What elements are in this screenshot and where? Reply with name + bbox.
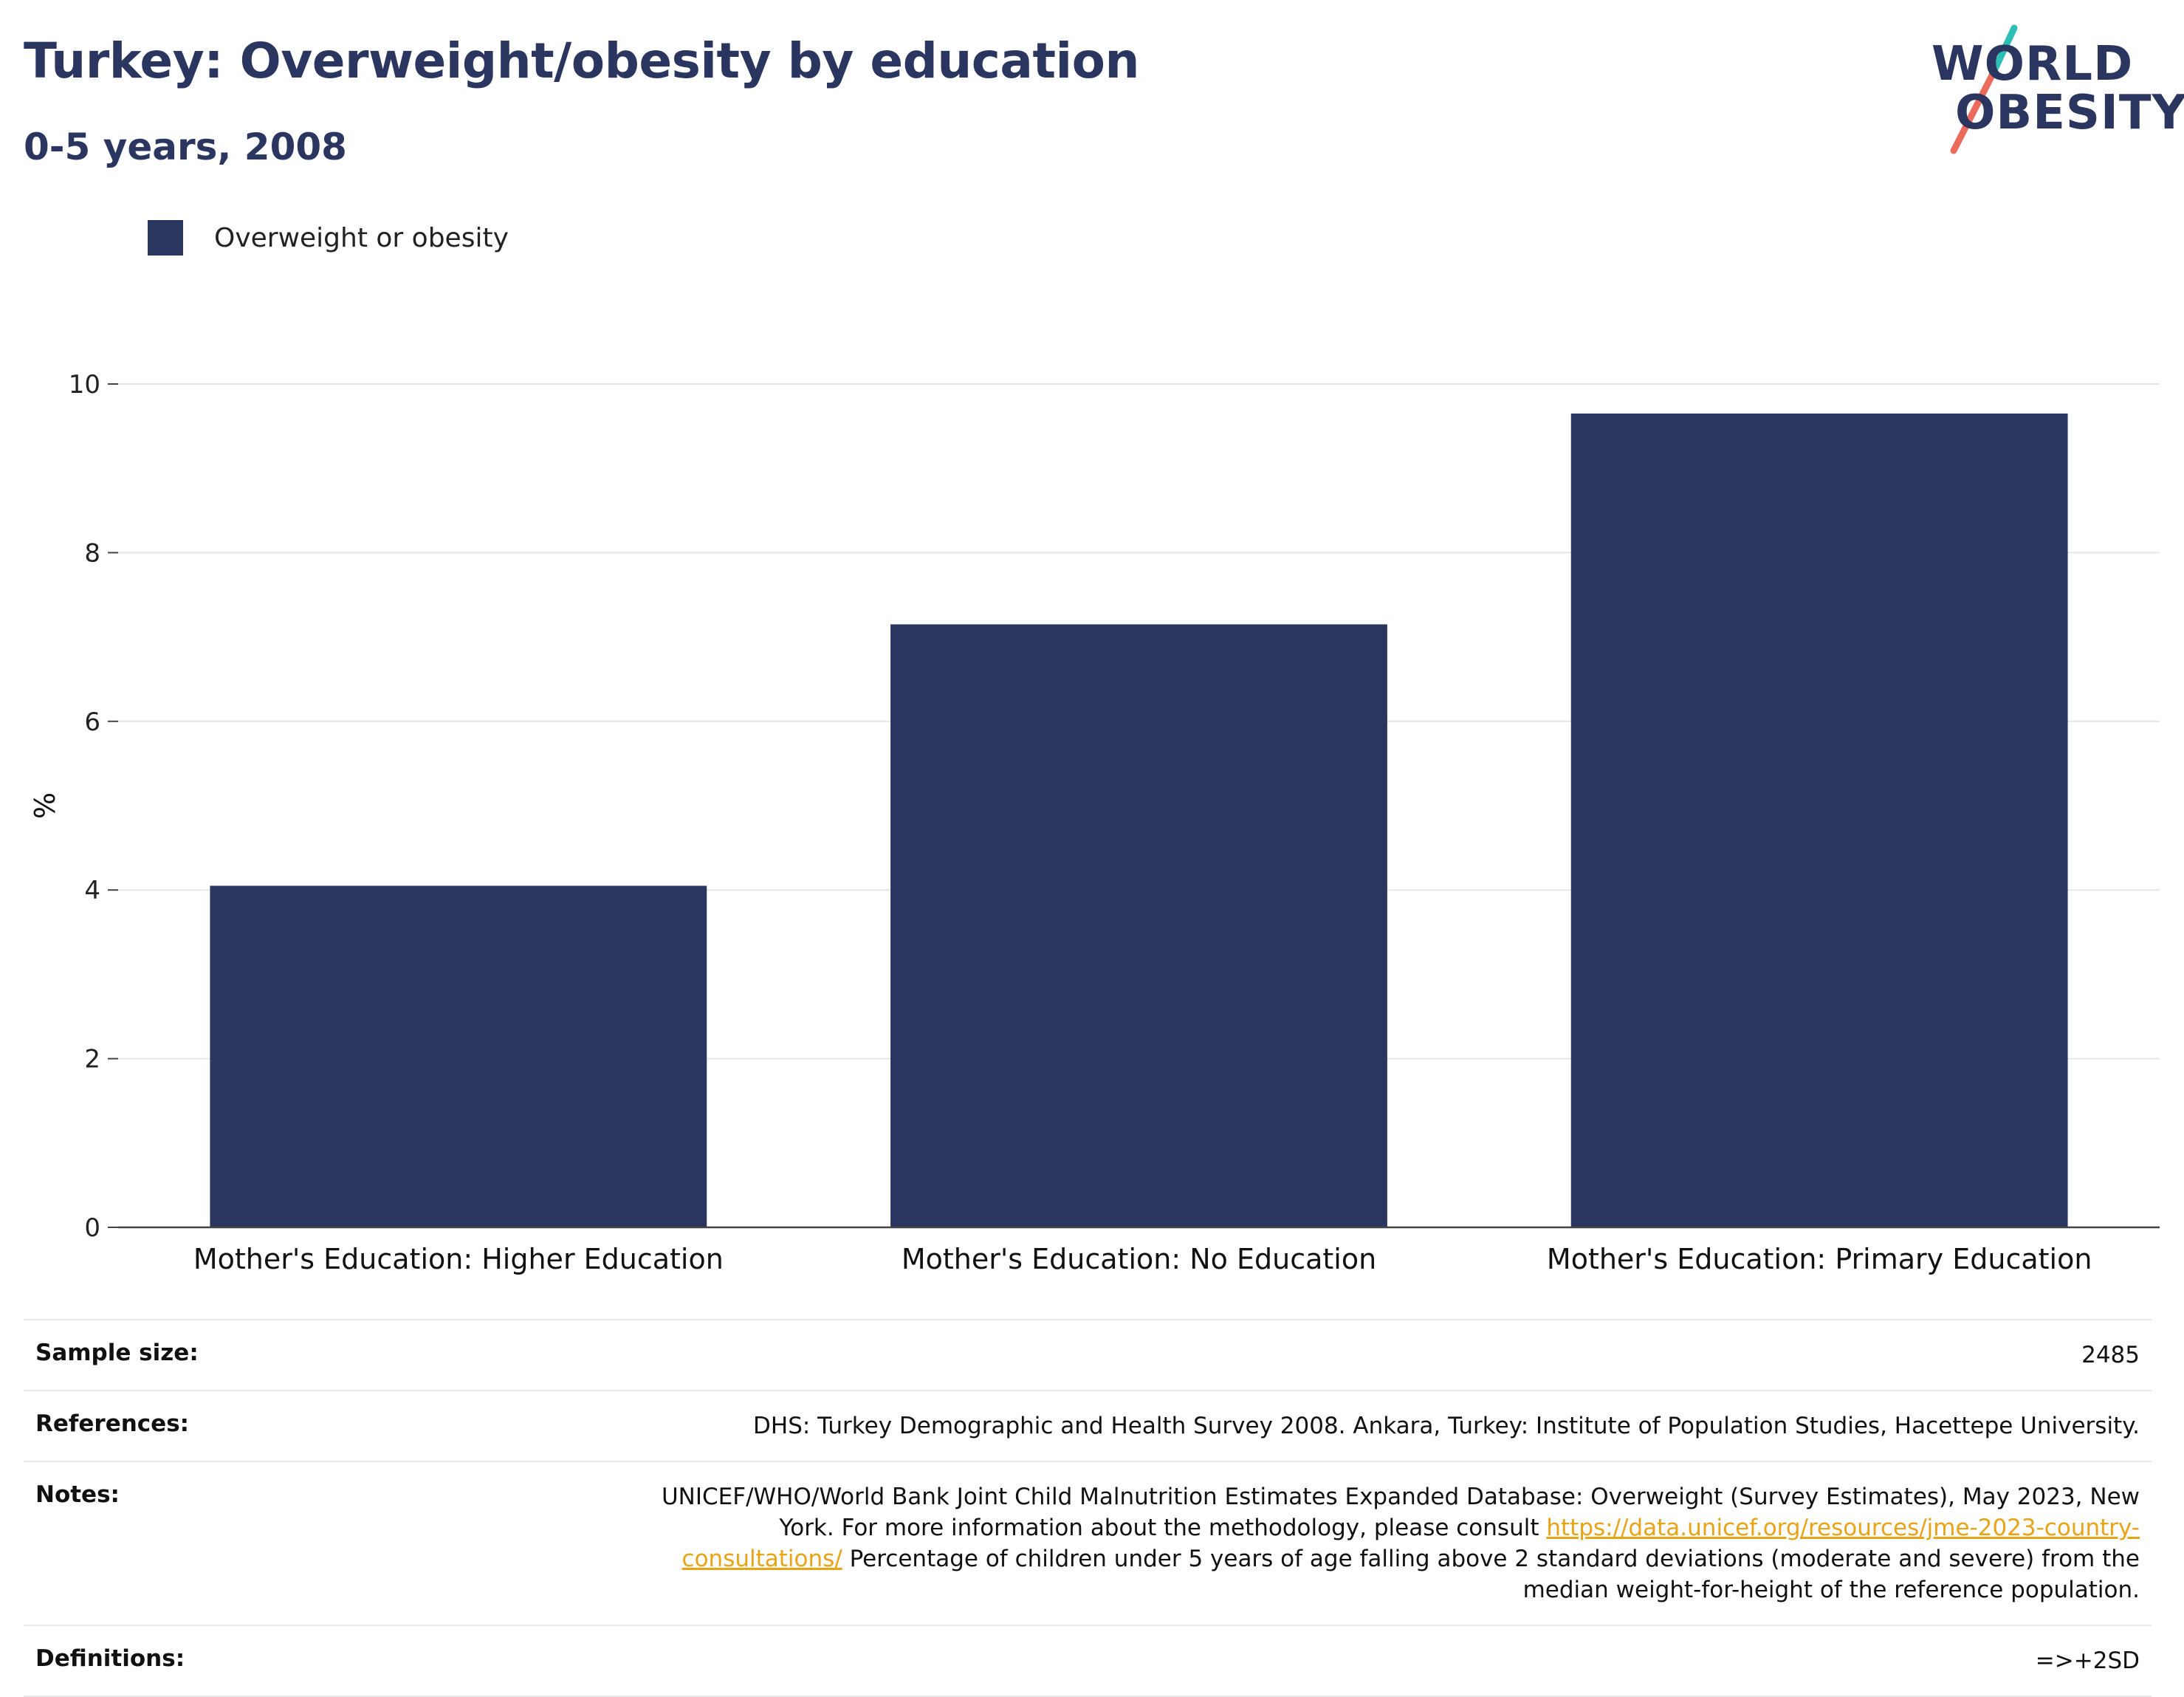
chart-subtitle: 0-5 years, 2008 [24,126,347,168]
legend-label: Overweight or obesity [214,222,509,253]
x-category-label: Mother's Education: Primary Education [1547,1243,2092,1275]
chart-legend: Overweight or obesity [148,220,509,256]
bar [1570,413,2068,1227]
info-row-definitions: Definitions: =>+2SD [24,1625,2152,1697]
notes-text-before: UNICEF/WHO/World Bank Joint Child Malnut… [661,1484,2140,1541]
definitions-label: Definitions: [35,1645,185,1672]
definitions-value: =>+2SD [2035,1648,2140,1674]
y-tick-label: 10 [69,370,100,400]
logo-text-obesity: OBESITY [1955,86,2184,140]
notes-value: UNICEF/WHO/World Bank Joint Child Malnut… [626,1481,2140,1605]
x-category-label: Mother's Education: No Education [902,1243,1376,1275]
bar [210,885,707,1227]
y-axis-title: % [29,792,61,819]
bar [890,624,1387,1227]
references-value: DHS: Turkey Demographic and Health Surve… [753,1413,2140,1439]
logo-text-world: WORLD [1931,37,2134,92]
y-tick-label: 0 [84,1213,100,1243]
legend-swatch [148,220,183,256]
logo-slash-icon [1950,24,2018,154]
bar-chart: 0 2 4 6 8 10 Mother's Education: Higher Educat… [29,370,2160,1275]
y-tick-label: 8 [84,538,100,568]
y-tick-label: 6 [84,707,100,737]
notes-text-after: Percentage of children under 5 years of … [842,1546,2140,1603]
references-label: References: [35,1410,190,1437]
info-row-references: References: DHS: Turkey Demographic and … [24,1390,2152,1461]
sample-size-label: Sample size: [35,1340,199,1366]
notes-link[interactable]: https://data.unicef.org/resources/jme-20… [681,1515,2140,1572]
y-tick-label: 2 [84,1045,100,1074]
sample-size-value: 2485 [2081,1342,2140,1368]
notes-label: Notes: [35,1481,120,1508]
info-row-notes: Notes: UNICEF/WHO/World Bank Joint Child… [24,1461,2152,1625]
chart-title: Turkey: Overweight/obesity by education [24,32,1139,89]
world-obesity-logo: WORLD OBESITY [1920,22,2184,155]
y-tick-label: 4 [84,876,100,905]
info-table: Sample size: 2485 References: DHS: Turke… [24,1319,2152,1697]
info-row-sample-size: Sample size: 2485 [24,1319,2152,1390]
x-category-label: Mother's Education: Higher Education [193,1243,724,1275]
